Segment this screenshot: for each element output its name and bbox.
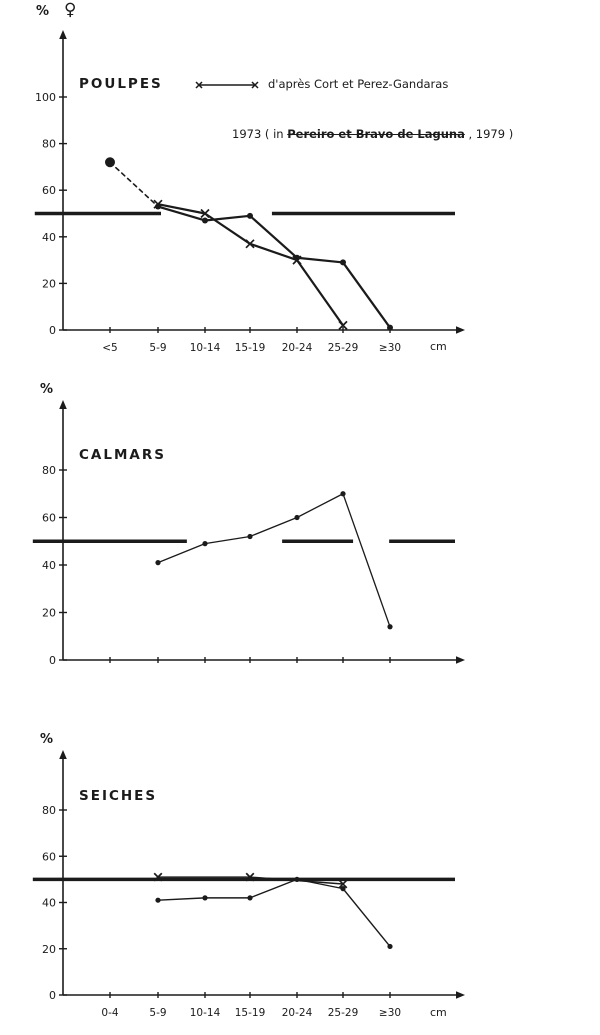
x-marker xyxy=(292,255,302,265)
y-axis-percent-label: % xyxy=(40,732,54,747)
female-symbol: ♀ xyxy=(64,0,77,20)
data-series-dot xyxy=(155,876,393,950)
x-category-label: 15-19 xyxy=(235,1007,266,1019)
dot-marker xyxy=(155,897,161,903)
y-axis-arrow-icon xyxy=(59,400,67,409)
x-category-label: 10-14 xyxy=(190,1007,221,1019)
x-category-label: 20-24 xyxy=(282,1007,313,1019)
x-marker xyxy=(153,872,163,882)
dot-marker xyxy=(155,560,161,566)
dot-marker xyxy=(202,541,208,547)
data-series-x xyxy=(153,199,348,330)
legend-row-1: d'après Cort et Perez-Gandaras xyxy=(194,77,513,92)
panel-title-calmars: CALMARS xyxy=(79,447,166,463)
data-series-x xyxy=(153,872,348,889)
legend-line2: 1973 ( in Pereiro et Bravo de Laguna , 1… xyxy=(232,127,513,142)
dot-marker xyxy=(387,943,393,950)
x-category-label: 25-29 xyxy=(328,1007,359,1019)
axes: 0 20 40 60 80 100 <5 5-9 10-14 15-19 20-24 25-29 ≥30 xyxy=(35,30,465,354)
dot-marker xyxy=(105,157,115,168)
y-tick-label: 20 xyxy=(42,943,56,956)
x-marker xyxy=(245,239,255,249)
y-axis-percent-label: % xyxy=(36,4,50,19)
y-tick-label: 60 xyxy=(42,512,56,525)
x-axis-arrow-icon xyxy=(456,326,465,334)
legend-line2-suffix: , 1979 ) xyxy=(464,127,514,141)
dot-marker xyxy=(202,895,208,901)
legend-line2-struck: Pereiro et Bravo de Laguna xyxy=(287,127,465,141)
dot-marker xyxy=(340,259,346,266)
y-tick-label: 40 xyxy=(42,231,56,244)
y-tick-label: 100 xyxy=(35,91,56,104)
legend-line1: d'après Cort et Perez-Gandaras xyxy=(268,77,449,91)
x-marker xyxy=(153,199,163,209)
x-category-label: 10-14 xyxy=(190,342,221,354)
x-marker xyxy=(338,879,348,889)
x-marker xyxy=(245,872,255,882)
seiches-plot-svg: 0 20 40 60 80 0-4 5-9 10-14 15-19 20-24 25-29 ≥30 xyxy=(32,750,465,1019)
y-tick-label: 0 xyxy=(49,989,56,1002)
y-tick-label: 0 xyxy=(49,654,56,667)
calmars-plot-svg: 0 20 40 60 80 xyxy=(32,400,465,667)
dot-marker xyxy=(247,533,253,540)
y-axis-arrow-icon xyxy=(59,750,67,759)
legend-line2-prefix: 1973 ( in xyxy=(232,127,288,141)
x-category-label: ≥30 xyxy=(379,342,401,354)
y-tick-label: 60 xyxy=(42,850,56,863)
legend-x-line-marker-icon xyxy=(195,80,259,89)
y-tick-label: 80 xyxy=(42,464,56,477)
x-category-label: 5-9 xyxy=(149,342,166,354)
x-category-label: 0-4 xyxy=(101,1007,118,1019)
dot-marker xyxy=(387,324,393,331)
y-tick-label: 20 xyxy=(42,607,56,620)
dot-marker xyxy=(247,895,253,901)
axes: 0 20 40 60 80 xyxy=(42,400,465,667)
panel-title-seiches: SEICHES xyxy=(79,788,158,804)
chart-panel-seiches: 0 20 40 60 80 0-4 5-9 10-14 15-19 20-24 25-29 ≥30 %… xyxy=(0,680,600,1035)
x-category-label: <5 xyxy=(102,342,117,354)
poulpes-plot-svg: 0 20 40 60 80 100 <5 5-9 10-14 15-19 20-24 25-29 ≥30 xyxy=(34,30,465,354)
x-axis-unit-label: cm xyxy=(430,1006,447,1019)
dot-marker xyxy=(202,217,208,224)
x-category-label: ≥30 xyxy=(379,1007,401,1019)
legend: d'après Cort et Perez-Gandaras 1973 ( in… xyxy=(194,47,513,172)
y-tick-label: 40 xyxy=(42,897,56,910)
x-marker xyxy=(200,208,210,219)
x-category-label: 5-9 xyxy=(149,1007,166,1019)
x-axis-arrow-icon xyxy=(456,991,465,999)
y-tick-label: 40 xyxy=(42,559,56,572)
x-category-label: 20-24 xyxy=(282,342,313,354)
dot-marker xyxy=(247,212,253,219)
x-axis-arrow-icon xyxy=(456,656,465,664)
panel-title-poulpes: POULPES xyxy=(79,76,163,92)
dot-marker xyxy=(294,514,300,521)
chart-panel-calmars: 0 20 40 60 80 % CALMARS xyxy=(0,372,600,680)
y-axis-percent-label: % xyxy=(40,382,54,397)
y-tick-label: 80 xyxy=(42,138,56,151)
dot-marker xyxy=(340,491,346,497)
y-tick-label: 60 xyxy=(42,184,56,197)
data-series-dot xyxy=(155,491,393,630)
axes: 0 20 40 60 80 0-4 5-9 10-14 15-19 20-24 25-29 ≥30 xyxy=(42,750,465,1019)
x-marker xyxy=(338,320,348,330)
y-tick-label: 0 xyxy=(49,324,56,337)
x-axis-unit-label: cm xyxy=(430,340,447,353)
chart-panel-poulpes: 0 20 40 60 80 100 <5 5-9 10-14 15-19 20-24 25-29 ≥30… xyxy=(0,0,600,372)
y-tick-label: 20 xyxy=(42,277,56,290)
dot-marker xyxy=(387,624,393,630)
x-category-label: 15-19 xyxy=(235,342,266,354)
dot-marker xyxy=(340,886,346,892)
x-category-label: 25-29 xyxy=(328,342,359,354)
y-tick-label: 80 xyxy=(42,804,56,817)
y-axis-arrow-icon xyxy=(59,30,67,39)
